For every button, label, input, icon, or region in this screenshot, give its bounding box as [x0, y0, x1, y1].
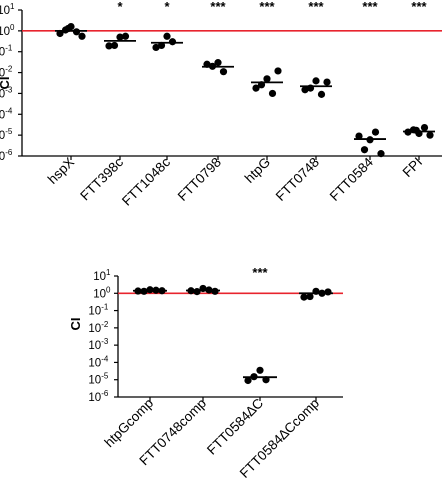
y-tick-label: 10-3	[88, 337, 108, 352]
y-tick-label: 10-4	[88, 354, 108, 369]
y-tick-label: 10-2	[0, 65, 13, 80]
data-point	[274, 67, 282, 75]
data-point	[78, 32, 86, 40]
y-tick-label: 10-4	[0, 106, 13, 121]
data-point	[300, 293, 308, 301]
y-axis-label: CI	[68, 318, 83, 331]
data-point	[219, 68, 228, 76]
y-axis-label: CI	[0, 77, 12, 90]
x-tick-label: htpGcomp	[101, 396, 156, 451]
y-tick-label: 10-6	[88, 389, 108, 404]
significance-label: ***	[411, 0, 427, 14]
x-tick-label: FTT0798	[175, 155, 224, 204]
x-tick-label: htpG	[242, 155, 273, 186]
data-point	[105, 42, 113, 50]
data-point	[412, 126, 420, 134]
significance-label: ***	[308, 0, 324, 14]
data-point	[355, 132, 363, 140]
chart-panel-top: 101 100 10-1 10-2 10-3 10-4 10-5 10-6 CI hspXFTT3…	[0, 0, 442, 209]
data-point	[157, 41, 166, 50]
y-tick-label: 101	[0, 2, 15, 17]
x-tick-label: FTT1048c	[119, 154, 173, 208]
y-tick-label: 10-3	[0, 85, 13, 100]
data-point	[371, 128, 380, 136]
y-tick-label: 10-1	[0, 44, 13, 59]
data-point	[152, 43, 160, 52]
y-tick-label: 10-5	[0, 127, 13, 142]
data-point	[323, 78, 331, 86]
data-point	[324, 288, 332, 296]
significance-label: ***	[210, 0, 226, 14]
x-tick-label: FTT0584∆C	[204, 395, 266, 457]
data-point	[168, 38, 177, 46]
data-point	[312, 77, 320, 85]
y-tick-label: 100	[93, 285, 111, 300]
y-tick-label: 10-6	[0, 148, 13, 163]
data-point	[110, 41, 119, 50]
x-tick-label: FTT398c	[77, 154, 126, 203]
data-point	[163, 32, 171, 40]
data-point	[121, 32, 130, 40]
data-point	[268, 89, 277, 98]
x-tick-label: FTT0748	[273, 155, 322, 204]
data-point	[263, 75, 271, 83]
chart-panel-bottom: 101 100 10-1 10-2 10-3 10-4 10-5 10-6 CI htpGcomp…	[68, 265, 343, 481]
x-tick-label: FPI	[400, 155, 425, 180]
data-point	[306, 292, 314, 301]
data-point	[301, 86, 309, 94]
y-tick-label: 10-2	[88, 320, 108, 335]
y-tick-label: 100	[0, 23, 15, 38]
data-point	[377, 150, 385, 158]
x-tick-label: FTT0584	[327, 154, 377, 204]
significance-label: *	[117, 0, 123, 14]
data-point	[116, 33, 124, 41]
significance-label: ***	[259, 0, 275, 14]
data-point	[214, 59, 222, 67]
y-tick-label: 10-1	[88, 303, 108, 318]
data-point	[317, 90, 326, 98]
significance-label: *	[164, 0, 170, 14]
data-point	[426, 131, 434, 139]
data-point	[420, 123, 429, 132]
data-point	[252, 84, 260, 92]
y-tick-label: 101	[93, 268, 111, 283]
y-tick-label: 10-5	[88, 372, 108, 387]
significance-label: ***	[362, 0, 378, 14]
data-point	[360, 146, 369, 154]
x-tick-label: hspX	[45, 155, 77, 187]
significance-label: ***	[252, 265, 268, 280]
data-point	[256, 366, 264, 374]
data-point	[244, 376, 252, 385]
